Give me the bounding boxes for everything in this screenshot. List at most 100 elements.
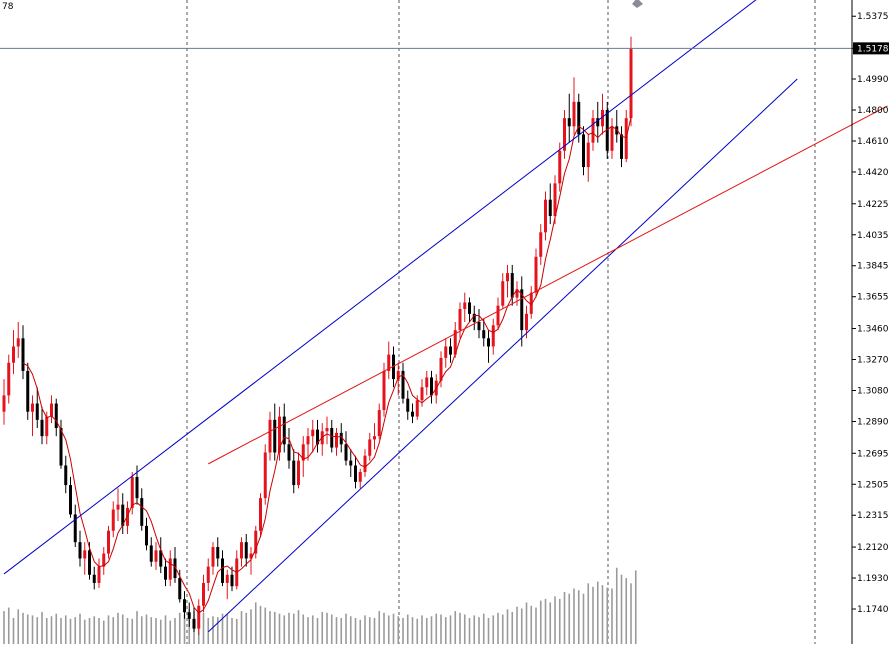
candle-body (145, 525, 148, 546)
candle-body (16, 338, 20, 347)
candle (620, 126, 623, 168)
grid-layer (186, 0, 816, 644)
candle (610, 118, 614, 159)
candle (197, 599, 201, 636)
candle-body (116, 504, 120, 510)
candle-body (363, 455, 367, 473)
candle-body (54, 403, 58, 428)
candle (544, 191, 547, 241)
candle-body (97, 566, 101, 583)
candle (244, 534, 248, 567)
candle-body (149, 545, 153, 562)
price-tick-label: 1.3655 (857, 293, 889, 303)
candle-body (7, 362, 11, 396)
candle-body (2, 395, 6, 412)
candle (567, 93, 571, 143)
candle-body (335, 432, 338, 448)
candle (501, 273, 505, 309)
candle-body (615, 126, 619, 135)
candle (173, 547, 177, 583)
candle-body (273, 419, 277, 453)
candle (539, 224, 543, 265)
candle-body (292, 460, 296, 486)
candle (615, 110, 619, 143)
candle-body (620, 134, 623, 159)
candle (529, 286, 533, 319)
candle (301, 436, 305, 477)
candle-body (130, 476, 134, 508)
candle (54, 398, 58, 437)
price-axis[interactable]: 1.5375 1.5178 1.4990 1.4800 1.4610 1.4420 1.42… (851, 0, 889, 644)
candle-body (178, 578, 182, 600)
candle-body (88, 550, 91, 575)
candle (311, 419, 315, 453)
candle (510, 264, 514, 306)
candle (306, 428, 310, 461)
candle-body (140, 498, 144, 526)
candle-body (529, 292, 533, 314)
candle (325, 416, 329, 445)
candle-body (572, 101, 576, 127)
candle (349, 449, 353, 477)
price-tick-label: 1.5375 (857, 12, 889, 22)
candle-body (183, 599, 186, 613)
candle-body (244, 542, 248, 559)
candle-body (463, 302, 467, 309)
candle-body (591, 118, 595, 143)
candle-body (111, 509, 115, 531)
candle (496, 297, 500, 331)
candle-body (596, 118, 600, 127)
candle (268, 411, 272, 461)
candle-body (544, 199, 547, 233)
candle-body (282, 416, 286, 445)
candle-body (449, 346, 452, 355)
price-tick-label: 1.3270 (857, 356, 889, 366)
candle-body (444, 346, 448, 358)
candle-body (12, 346, 15, 363)
price-tick-label: 1.1740 (857, 605, 889, 615)
channel-lower-line (207, 78, 798, 633)
moving-average-layer (22, 117, 632, 614)
candle (145, 517, 148, 551)
candle (40, 406, 44, 445)
candle-body (159, 550, 163, 567)
candle (254, 525, 258, 559)
candle (64, 455, 68, 494)
candle (358, 468, 362, 489)
candle-body (344, 444, 348, 461)
candle (601, 93, 604, 135)
candle (596, 101, 600, 143)
candle-body (539, 232, 543, 257)
candle (259, 493, 262, 538)
candle (149, 537, 153, 567)
candle (16, 322, 20, 358)
candle (26, 362, 30, 420)
candle (572, 77, 576, 135)
price-tick-label: 1.4225 (857, 200, 889, 210)
candle (392, 346, 395, 388)
candle (373, 423, 376, 450)
candle-body (401, 370, 405, 399)
scroll-marker-icon[interactable] (632, 0, 643, 8)
candle-body (168, 558, 172, 580)
candle (21, 325, 25, 380)
candle (116, 488, 120, 521)
candle (225, 569, 229, 600)
candle (154, 542, 158, 570)
candle-body (311, 429, 315, 437)
candle (7, 354, 11, 404)
candle (121, 493, 125, 534)
candle (216, 537, 220, 567)
candle-body (73, 514, 77, 543)
candle (31, 395, 34, 437)
candle (292, 449, 296, 494)
candle (164, 558, 167, 587)
candle (439, 351, 443, 388)
candle-body (301, 444, 305, 461)
candle-body (126, 507, 129, 526)
candle-body (64, 465, 68, 486)
candle-body (382, 370, 386, 411)
candle-body (45, 416, 49, 437)
candle-body (40, 419, 44, 437)
